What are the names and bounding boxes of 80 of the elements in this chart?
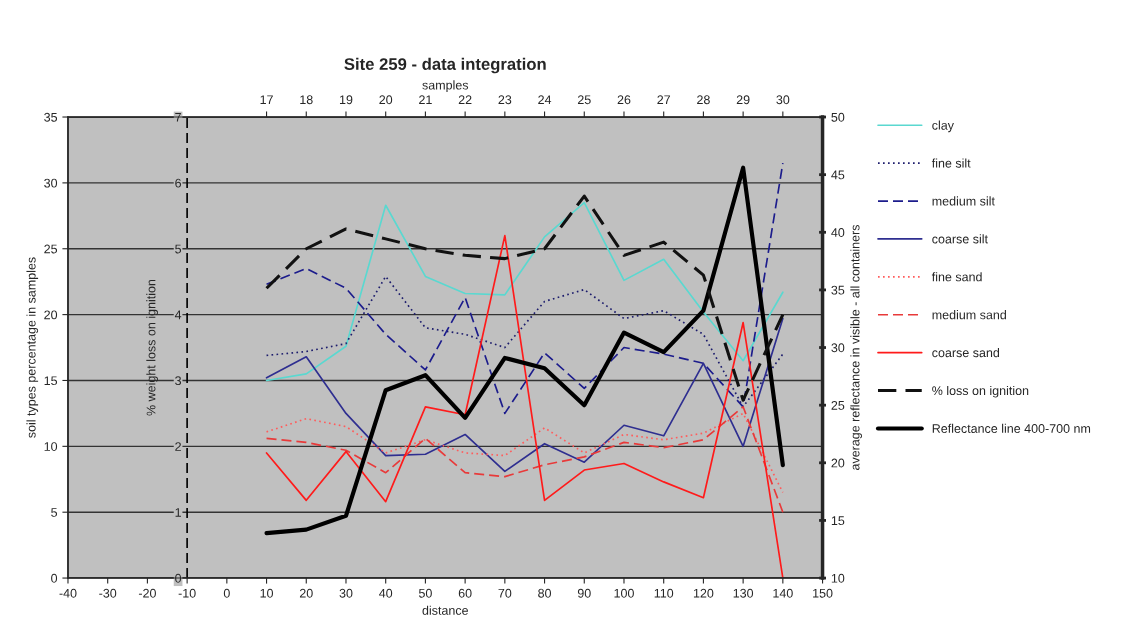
y3-tick-label: 2 <box>175 442 181 451</box>
y3-tick-label: 6 <box>175 178 182 188</box>
x2-tick-label: 19 <box>339 95 353 105</box>
line-series <box>265 162 784 415</box>
y-tick-label: 20 <box>44 310 58 320</box>
x2-tick-label: 21 <box>419 95 432 105</box>
y-tick-label: 30 <box>44 178 58 188</box>
y2-tick-label: 45 <box>831 170 845 180</box>
x-tick-label: 120 <box>693 588 714 598</box>
y-tick-label: 25 <box>44 244 58 254</box>
y2-tick-label: 15 <box>831 516 845 526</box>
y3-tick-label: 4 <box>174 310 182 320</box>
x-tick-label: 140 <box>773 588 793 598</box>
legend-label: Reflectance line 400-700 nm <box>932 423 1091 433</box>
x2-tick-label: 20 <box>379 95 393 105</box>
x-tick-label: 0 <box>223 588 230 598</box>
y2-tick-label: 30 <box>831 343 845 353</box>
x-tick-label: 30 <box>339 588 353 598</box>
y-tick-label: 15 <box>44 376 58 386</box>
line-series <box>265 405 784 514</box>
x2-tick-label: 30 <box>776 95 790 105</box>
y3-tick-label: 7 <box>175 112 181 122</box>
x-tick-label: 110 <box>654 588 674 598</box>
y2-tick-label: 35 <box>831 285 845 295</box>
y3-tick-label: 0 <box>175 573 182 583</box>
y-tick-label: 5 <box>51 508 58 517</box>
line-series <box>265 234 784 579</box>
x-tick-label: 50 <box>418 588 432 598</box>
legend-label: coarse sand <box>932 347 1000 358</box>
y2-tick-label: 10 <box>831 573 845 583</box>
legend-label: medium sand <box>932 310 1006 320</box>
y3-tick-label: 5 <box>175 244 182 254</box>
x-tick-label: -20 <box>138 588 156 598</box>
legend-label: coarse silt <box>932 234 988 244</box>
x-tick-label: 10 <box>260 588 274 598</box>
x-tick-label: 40 <box>379 588 393 598</box>
x2-tick-label: 26 <box>617 95 631 105</box>
x-tick-label: 20 <box>299 588 313 598</box>
x2-axis-title: samples <box>422 80 469 92</box>
line-series <box>265 317 784 473</box>
y-tick-label: 35 <box>44 112 58 122</box>
legend-label: clay <box>932 120 954 133</box>
y-axis-title: soil types percentage in samples <box>26 257 39 438</box>
y3-tick-label: 1 <box>175 508 181 517</box>
y2-tick-label: 50 <box>831 112 845 122</box>
legend-label: fine sand <box>931 272 982 282</box>
legend-label: fine silt <box>931 158 971 168</box>
x-tick-label: -10 <box>178 588 196 598</box>
y2-tick-label: 40 <box>831 228 845 237</box>
y2-tick-label: 20 <box>831 458 845 468</box>
x-axis-title: distance <box>422 605 468 615</box>
legend-label: medium silt <box>932 196 995 206</box>
x-tick-label: 60 <box>458 588 472 598</box>
line-series <box>265 412 784 494</box>
x-tick-label: 70 <box>498 588 512 598</box>
line-series <box>264 165 785 536</box>
x2-tick-label: 25 <box>577 95 591 105</box>
x-tick-label: 80 <box>538 588 552 598</box>
chart-title: Site 259 - data integration <box>344 57 546 74</box>
x-tick-label: 90 <box>577 588 591 598</box>
x2-tick-label: 22 <box>458 95 472 105</box>
y-tick-label: 10 <box>44 442 58 451</box>
x-tick-label: -40 <box>59 588 77 598</box>
x-tick-label: 100 <box>614 588 634 598</box>
y3-axis-title: % weight loss on ignition <box>146 279 158 416</box>
y3-tick-label: 3 <box>175 376 182 386</box>
x2-tick-label: 24 <box>538 95 552 105</box>
x-tick-label: 130 <box>733 588 754 598</box>
x2-tick-label: 29 <box>736 95 750 105</box>
x2-tick-label: 27 <box>657 95 671 105</box>
y2-axis-title: average reflectance in visible - all containers <box>850 225 862 470</box>
y2-tick-label: 25 <box>831 400 845 410</box>
legend-label: % loss on ignition <box>932 385 1029 398</box>
x2-tick-label: 28 <box>697 95 710 105</box>
x2-tick-label: 18 <box>300 95 313 105</box>
x2-tick-label: 23 <box>498 95 512 105</box>
y-tick-label: 0 <box>51 573 58 583</box>
x-tick-label: 150 <box>813 588 833 598</box>
x2-tick-label: 17 <box>260 95 273 105</box>
x-tick-label: -30 <box>99 588 117 598</box>
